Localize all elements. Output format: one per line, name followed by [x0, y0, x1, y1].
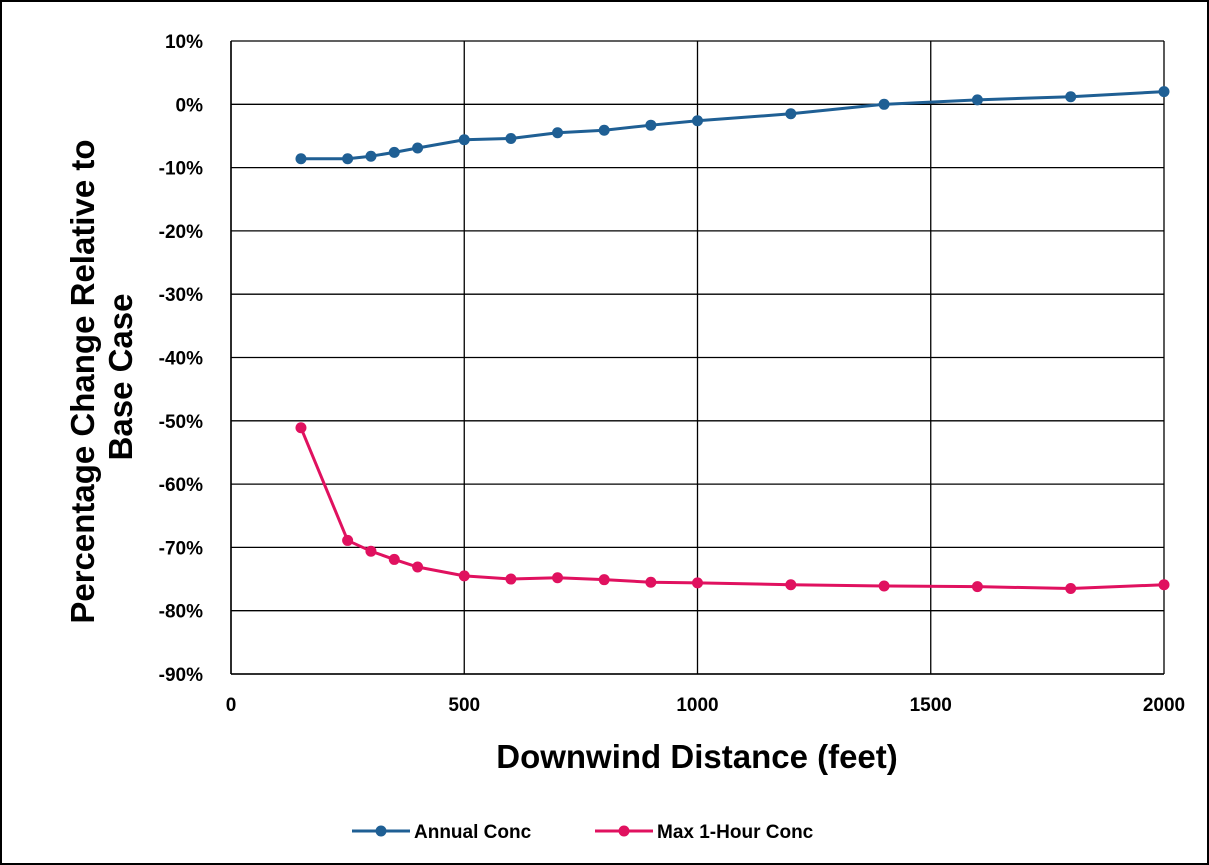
data-point-annual-conc: [645, 119, 657, 131]
data-point-max-1-hour-conc: [295, 422, 307, 434]
y-tick-label: 0%: [176, 95, 204, 116]
axes: [230, 41, 1164, 675]
data-point-annual-conc: [342, 153, 354, 165]
legend-item-annual-conc: Annual Conc: [352, 822, 532, 843]
series-max-1-hour-conc: [295, 422, 1170, 595]
data-point-annual-conc: [412, 142, 424, 154]
legend-label-annual-conc: Annual Conc: [414, 822, 532, 843]
data-point-annual-conc: [971, 94, 983, 106]
y-tick-label: -70%: [159, 538, 203, 559]
data-point-annual-conc: [365, 150, 377, 162]
x-tick-label: 1500: [910, 695, 952, 716]
series-line-max-1-hour-conc: [299, 427, 1165, 591]
data-point-annual-conc: [1158, 86, 1170, 98]
data-point-annual-conc: [458, 134, 470, 146]
data-point-max-1-hour-conc: [1158, 579, 1170, 591]
data-point-annual-conc: [692, 115, 703, 127]
tick-labels: 10% 0% -10% -20% -30% -40% -50% -60% -70% -80% -90…: [159, 32, 1186, 716]
x-tick-label: 2000: [1143, 695, 1185, 716]
data-point-max-1-hour-conc: [785, 579, 797, 591]
y-tick-label: -40%: [159, 349, 203, 370]
data-point-annual-conc: [878, 98, 890, 110]
data-point-annual-conc: [598, 124, 610, 136]
x-axis-title: Downwind Distance (feet): [496, 738, 898, 775]
data-point-max-1-hour-conc: [878, 580, 890, 592]
data-point-max-1-hour-conc: [342, 534, 354, 546]
data-point-max-1-hour-conc: [645, 576, 657, 588]
y-tick-label: -30%: [159, 285, 203, 306]
y-axis-title-line-2: Base Case: [102, 294, 139, 461]
y-tick-label: -90%: [159, 665, 203, 686]
data-point-max-1-hour-conc: [692, 577, 703, 589]
y-axis-title-line-1: Percentage Change Relative to: [64, 140, 101, 624]
series-lines: [295, 86, 1170, 595]
x-tick-label: 500: [448, 695, 480, 716]
data-point-annual-conc: [552, 127, 564, 139]
y-tick-label: -50%: [159, 412, 203, 433]
data-point-max-1-hour-conc: [598, 574, 610, 586]
y-tick-label: 10%: [165, 32, 203, 53]
data-point-max-1-hour-conc: [458, 570, 470, 582]
data-point-annual-conc: [388, 146, 400, 158]
legend-item-max-1-hour-conc: Max 1-Hour Conc: [595, 822, 814, 843]
legend-marker-annual-conc: [375, 825, 387, 837]
data-point-annual-conc: [295, 153, 307, 165]
y-axis-title: Percentage Change Relative to Base Case: [64, 130, 139, 623]
series-line-annual-conc: [300, 90, 1165, 161]
series-annual-conc: [295, 86, 1170, 165]
data-point-annual-conc: [785, 108, 797, 120]
data-point-max-1-hour-conc: [971, 581, 983, 593]
data-point-max-1-hour-conc: [1065, 583, 1077, 595]
x-tick-label: 1000: [676, 695, 718, 716]
y-tick-label: -10%: [159, 159, 203, 180]
data-point-max-1-hour-conc: [412, 561, 424, 573]
data-point-max-1-hour-conc: [365, 545, 377, 557]
data-point-max-1-hour-conc: [388, 553, 400, 565]
data-point-max-1-hour-conc: [505, 573, 517, 585]
legend-label-max-1-hour-conc: Max 1-Hour Conc: [657, 822, 814, 843]
data-point-max-1-hour-conc: [552, 572, 564, 584]
data-point-annual-conc: [1065, 91, 1077, 103]
x-tick-label: 0: [226, 695, 237, 716]
y-tick-label: -60%: [159, 475, 203, 496]
y-tick-label: -20%: [159, 222, 203, 243]
legend-marker-max-1-hour-conc: [618, 825, 630, 837]
y-tick-label: -80%: [159, 602, 203, 623]
legend: Annual Conc Max 1-Hour Conc: [352, 822, 814, 843]
data-point-annual-conc: [505, 132, 517, 144]
